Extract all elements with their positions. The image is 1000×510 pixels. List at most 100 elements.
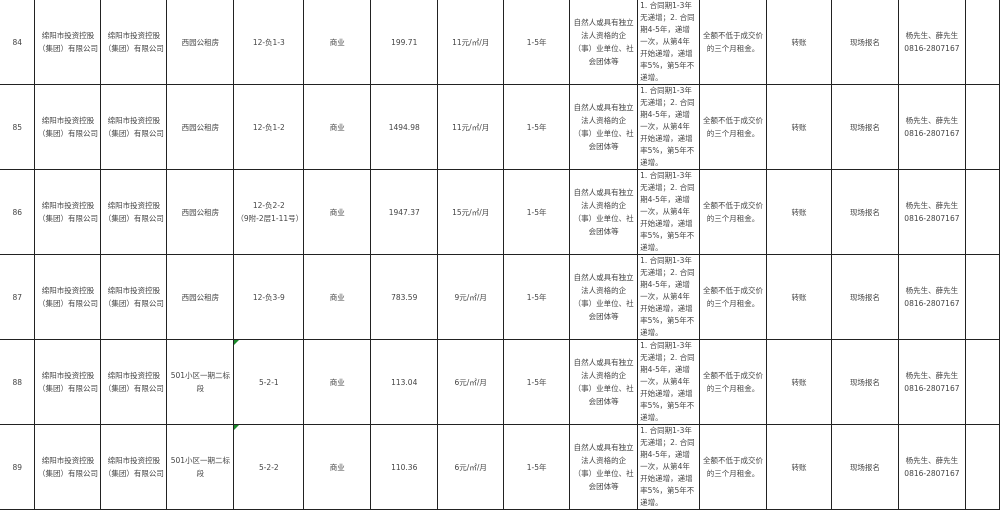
- project-cell[interactable]: 501小区一期二标段: [166, 424, 235, 510]
- project-cell[interactable]: 西园公租房: [166, 254, 235, 340]
- use-cell[interactable]: 商业: [303, 169, 372, 255]
- area-cell[interactable]: 113.04: [370, 339, 439, 425]
- price-cell[interactable]: 6元/㎡/月: [437, 339, 505, 425]
- row-number-cell[interactable]: 88: [0, 339, 36, 425]
- eligibility-cell[interactable]: 自然人或具有独立法人资格的企（事）业单位、社会团体等: [569, 169, 639, 255]
- deposit-cell[interactable]: 全额不低于成交价的三个月租金。: [699, 0, 768, 85]
- area-cell[interactable]: 1947.37: [370, 169, 439, 255]
- project-cell[interactable]: 西园公租房: [166, 0, 235, 85]
- deposit-cell[interactable]: 全额不低于成交价的三个月租金。: [699, 84, 768, 170]
- owner-cell[interactable]: 绵阳市投资控股（集团）有限公司: [34, 424, 102, 510]
- price-cell[interactable]: 9元/㎡/月: [437, 254, 505, 340]
- empty-cell[interactable]: [964, 84, 1000, 170]
- increment-terms-cell[interactable]: 1. 合同期1-3年无递增；2. 合同期4-5年，递增一次，从第4年开始递增，递…: [637, 424, 701, 510]
- signup-cell[interactable]: 现场报名: [830, 0, 899, 85]
- use-cell[interactable]: 商业: [303, 0, 372, 85]
- increment-terms-cell[interactable]: 1. 合同期1-3年无递增；2. 合同期4-5年，递增一次，从第4年开始递增，递…: [637, 0, 701, 85]
- use-cell[interactable]: 商业: [303, 84, 372, 170]
- owner-cell[interactable]: 绵阳市投资控股（集团）有限公司: [34, 84, 102, 170]
- owner-cell[interactable]: 绵阳市投资控股（集团）有限公司: [34, 339, 102, 425]
- area-cell[interactable]: 783.59: [370, 254, 439, 340]
- signup-cell[interactable]: 现场报名: [830, 254, 899, 340]
- lessor-cell[interactable]: 绵阳市投资控股（集团）有限公司: [100, 339, 168, 425]
- lessor-cell[interactable]: 绵阳市投资控股（集团）有限公司: [100, 254, 168, 340]
- deposit-cell[interactable]: 全额不低于成交价的三个月租金。: [699, 339, 768, 425]
- contact-cell[interactable]: 杨先生、薛先生 0816-2807167: [897, 424, 966, 510]
- payment-method-cell[interactable]: 转账: [766, 339, 832, 425]
- contact-cell[interactable]: 杨先生、薛先生 0816-2807167: [897, 169, 966, 255]
- unit-cell[interactable]: 5-2-1: [233, 339, 305, 425]
- payment-method-cell[interactable]: 转账: [766, 254, 832, 340]
- project-cell[interactable]: 西园公租房: [166, 84, 235, 170]
- area-text: 783.59: [391, 292, 418, 302]
- lessor-cell[interactable]: 绵阳市投资控股（集团）有限公司: [100, 424, 168, 510]
- row-number-cell[interactable]: 89: [0, 424, 36, 510]
- price-cell[interactable]: 11元/㎡/月: [437, 0, 505, 85]
- area-cell[interactable]: 1494.98: [370, 84, 439, 170]
- price-cell[interactable]: 11元/㎡/月: [437, 84, 505, 170]
- payment-method-cell[interactable]: 转账: [766, 424, 832, 510]
- empty-cell[interactable]: [964, 254, 1000, 340]
- contact-cell[interactable]: 杨先生、薛先生 0816-2807167: [897, 254, 966, 340]
- term-cell[interactable]: 1-5年: [503, 424, 571, 510]
- signup-cell[interactable]: 现场报名: [830, 424, 899, 510]
- owner-cell[interactable]: 绵阳市投资控股（集团）有限公司: [34, 0, 102, 85]
- unit-cell[interactable]: 12-负1-3: [233, 0, 305, 85]
- unit-cell[interactable]: 5-2-2: [233, 424, 305, 510]
- term-cell[interactable]: 1-5年: [503, 84, 571, 170]
- unit-cell[interactable]: 12-负2-2 （9附-2层1-11号）: [233, 169, 305, 255]
- lessor-text: 绵阳市投资控股（集团）有限公司: [103, 31, 164, 53]
- eligibility-cell[interactable]: 自然人或具有独立法人资格的企（事）业单位、社会团体等: [569, 424, 639, 510]
- lessor-cell[interactable]: 绵阳市投资控股（集团）有限公司: [100, 169, 168, 255]
- use-cell[interactable]: 商业: [303, 424, 372, 510]
- project-cell[interactable]: 501小区一期二标段: [166, 339, 235, 425]
- signup-cell[interactable]: 现场报名: [830, 169, 899, 255]
- deposit-cell[interactable]: 全额不低于成交价的三个月租金。: [699, 254, 768, 340]
- term-cell[interactable]: 1-5年: [503, 339, 571, 425]
- row-number-cell[interactable]: 86: [0, 169, 36, 255]
- owner-cell[interactable]: 绵阳市投资控股（集团）有限公司: [34, 254, 102, 340]
- increment-terms-cell[interactable]: 1. 合同期1-3年无递增；2. 合同期4-5年，递增一次，从第4年开始递增，递…: [637, 254, 701, 340]
- signup-text: 现场报名: [849, 207, 880, 217]
- row-number-cell[interactable]: 85: [0, 84, 36, 170]
- empty-cell[interactable]: [964, 0, 1000, 85]
- payment-method-cell[interactable]: 转账: [766, 84, 832, 170]
- empty-cell[interactable]: [964, 424, 1000, 510]
- contact-cell[interactable]: 杨先生、薛先生 0816-2807167: [897, 84, 966, 170]
- area-cell[interactable]: 110.36: [370, 424, 439, 510]
- empty-cell[interactable]: [964, 169, 1000, 255]
- increment-terms-cell[interactable]: 1. 合同期1-3年无递增；2. 合同期4-5年，递增一次，从第4年开始递增，递…: [637, 84, 701, 170]
- deposit-cell[interactable]: 全额不低于成交价的三个月租金。: [699, 169, 768, 255]
- signup-cell[interactable]: 现场报名: [830, 84, 899, 170]
- project-cell[interactable]: 西园公租房: [166, 169, 235, 255]
- use-cell[interactable]: 商业: [303, 254, 372, 340]
- eligibility-cell[interactable]: 自然人或具有独立法人资格的企（事）业单位、社会团体等: [569, 84, 639, 170]
- lessor-cell[interactable]: 绵阳市投资控股（集团）有限公司: [100, 0, 168, 85]
- eligibility-cell[interactable]: 自然人或具有独立法人资格的企（事）业单位、社会团体等: [569, 0, 639, 85]
- term-cell[interactable]: 1-5年: [503, 169, 571, 255]
- unit-cell[interactable]: 12-负1-2: [233, 84, 305, 170]
- lessor-cell[interactable]: 绵阳市投资控股（集团）有限公司: [100, 84, 168, 170]
- row-number-cell[interactable]: 84: [0, 0, 36, 85]
- unit-cell[interactable]: 12-负3-9: [233, 254, 305, 340]
- empty-cell[interactable]: [964, 339, 1000, 425]
- contact-cell[interactable]: 杨先生、薛先生 0816-2807167: [897, 339, 966, 425]
- term-cell[interactable]: 1-5年: [503, 0, 571, 85]
- area-cell[interactable]: 199.71: [370, 0, 439, 85]
- eligibility-cell[interactable]: 自然人或具有独立法人资格的企（事）业单位、社会团体等: [569, 339, 639, 425]
- use-cell[interactable]: 商业: [303, 339, 372, 425]
- signup-cell[interactable]: 现场报名: [830, 339, 899, 425]
- term-cell[interactable]: 1-5年: [503, 254, 571, 340]
- contact-cell[interactable]: 杨先生、薛先生 0816-2807167: [897, 0, 966, 85]
- price-cell[interactable]: 15元/㎡/月: [437, 169, 505, 255]
- price-cell[interactable]: 6元/㎡/月: [437, 424, 505, 510]
- eligibility-cell[interactable]: 自然人或具有独立法人资格的企（事）业单位、社会团体等: [569, 254, 639, 340]
- increment-terms-cell[interactable]: 1. 合同期1-3年无递增；2. 合同期4-5年，递增一次，从第4年开始递增，递…: [637, 169, 701, 255]
- row-number-cell[interactable]: 87: [0, 254, 36, 340]
- increment-terms-cell[interactable]: 1. 合同期1-3年无递增；2. 合同期4-5年，递增一次，从第4年开始递增，递…: [637, 339, 701, 425]
- owner-text: 绵阳市投资控股（集团）有限公司: [37, 116, 98, 138]
- owner-cell[interactable]: 绵阳市投资控股（集团）有限公司: [34, 169, 102, 255]
- payment-method-cell[interactable]: 转账: [766, 0, 832, 85]
- deposit-cell[interactable]: 全额不低于成交价的三个月租金。: [699, 424, 768, 510]
- payment-method-cell[interactable]: 转账: [766, 169, 832, 255]
